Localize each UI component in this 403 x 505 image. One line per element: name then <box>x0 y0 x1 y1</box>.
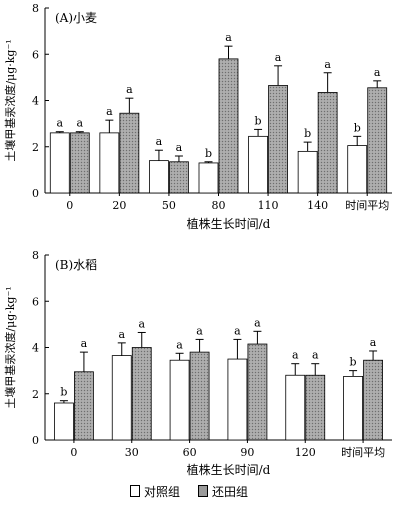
x-tick-label: 0 <box>66 199 73 212</box>
legend-item-treatment: 还田组 <box>198 483 248 500</box>
y-tick-label: 4 <box>32 95 39 108</box>
bar-control <box>169 359 190 441</box>
significance-label: a <box>106 105 113 118</box>
chart-title: (B)水稻 <box>55 258 97 272</box>
significance-label: a <box>254 316 261 329</box>
bar-control <box>111 355 132 441</box>
bar-control <box>49 132 70 194</box>
legend-swatch-treatment <box>198 485 209 497</box>
bar-control <box>297 150 318 194</box>
bar-control <box>227 358 248 441</box>
y-axis-label: 土壤甲基汞浓度/μg·kg⁻¹ <box>3 286 17 408</box>
significance-label: a <box>234 324 241 337</box>
bar-control <box>347 145 368 194</box>
bar-treatment <box>268 85 288 194</box>
y-tick-label: 2 <box>32 141 39 154</box>
significance-label: b <box>60 386 67 399</box>
x-axis-label: 植株生长时间/d <box>187 216 271 231</box>
panel-b: 02468(B)水稻土壤甲基汞浓度/μg·kg⁻¹植株生长时间/d0ba30aa… <box>3 249 392 477</box>
bar-control <box>343 376 363 441</box>
bar-treatment <box>247 343 268 441</box>
bar-treatment <box>69 132 90 194</box>
y-tick-label: 6 <box>32 48 39 61</box>
bar-control <box>149 160 169 194</box>
bar-treatment <box>131 347 152 441</box>
significance-label: a <box>312 349 319 362</box>
x-tick-label: 50 <box>162 199 176 212</box>
y-tick-label: 8 <box>32 249 39 262</box>
significance-label: a <box>324 58 331 71</box>
x-tick-label: 80 <box>212 199 226 212</box>
significance-label: a <box>156 135 163 148</box>
bar-treatment <box>218 58 239 194</box>
bar-treatment <box>367 87 388 194</box>
y-tick-label: 0 <box>32 187 39 200</box>
bar-treatment <box>189 351 210 441</box>
chart-title: (A)小麦 <box>55 11 97 25</box>
significance-label: a <box>370 336 377 349</box>
legend-label-treatment: 还田组 <box>212 484 249 499</box>
x-tick-label: 140 <box>307 199 328 212</box>
x-tick-label: 0 <box>70 446 77 459</box>
x-tick-label: 120 <box>295 446 316 459</box>
y-tick-label: 6 <box>32 295 39 308</box>
x-tick-label: 110 <box>258 199 279 212</box>
significance-label: a <box>176 141 183 154</box>
y-axis-label: 土壤甲基汞浓度/μg·kg⁻¹ <box>3 39 17 161</box>
bar-treatment <box>317 92 338 194</box>
legend-item-control: 对照组 <box>130 483 180 500</box>
significance-label: a <box>374 66 381 79</box>
x-tick-label: 时间平均 <box>341 446 385 459</box>
significance-label: a <box>118 328 125 341</box>
x-tick-label: 20 <box>112 199 126 212</box>
bar-treatment <box>169 161 189 194</box>
bar-treatment <box>363 359 383 441</box>
legend-swatch-control <box>130 485 140 497</box>
significance-label: a <box>57 117 64 130</box>
significance-label: b <box>354 121 361 134</box>
x-axis-label: 植株生长时间/d <box>187 462 271 477</box>
x-tick-label: 30 <box>125 446 139 459</box>
x-tick-label: 60 <box>183 446 197 459</box>
bar-treatment <box>119 112 140 194</box>
bar-control <box>248 135 268 194</box>
y-tick-label: 8 <box>32 2 39 15</box>
significance-label: a <box>81 337 88 350</box>
significance-label: b <box>304 127 311 140</box>
significance-label: a <box>138 317 145 330</box>
bar-control <box>198 162 219 194</box>
legend: 对照组 还田组 <box>130 482 266 500</box>
significance-label: a <box>77 117 84 130</box>
significance-label: a <box>126 83 133 96</box>
bar-treatment <box>74 371 94 441</box>
significance-label: a <box>292 349 299 362</box>
significance-label: a <box>176 338 183 351</box>
bar-control <box>99 132 120 194</box>
y-tick-label: 4 <box>32 342 39 355</box>
y-tick-label: 0 <box>32 434 39 447</box>
bar-treatment <box>305 374 326 441</box>
legend-label-control: 对照组 <box>144 484 181 499</box>
bar-control <box>54 402 74 441</box>
x-tick-label: 90 <box>240 446 254 459</box>
significance-label: a <box>196 324 203 337</box>
significance-label: b <box>255 114 262 127</box>
significance-label: a <box>275 51 282 64</box>
x-tick-label: 时间平均 <box>345 199 389 212</box>
y-tick-label: 2 <box>32 388 39 401</box>
significance-label: b <box>205 147 212 160</box>
significance-label: a <box>225 31 232 44</box>
bar-control <box>285 374 306 441</box>
significance-label: b <box>350 356 357 369</box>
